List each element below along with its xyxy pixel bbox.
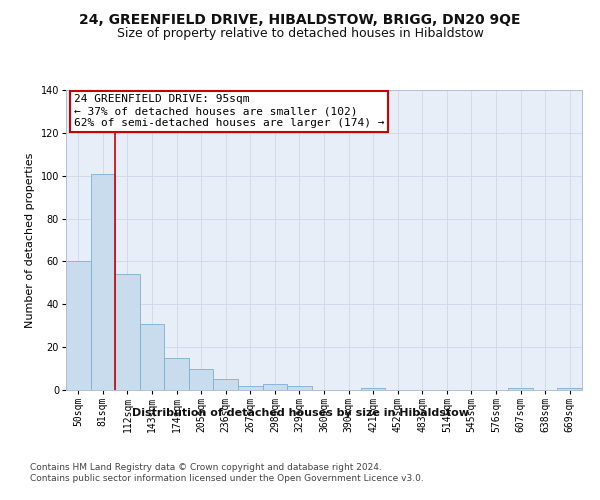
- Text: 24 GREENFIELD DRIVE: 95sqm
← 37% of detached houses are smaller (102)
62% of sem: 24 GREENFIELD DRIVE: 95sqm ← 37% of deta…: [74, 94, 384, 128]
- Text: 24, GREENFIELD DRIVE, HIBALDSTOW, BRIGG, DN20 9QE: 24, GREENFIELD DRIVE, HIBALDSTOW, BRIGG,…: [79, 12, 521, 26]
- Bar: [91, 174, 115, 390]
- Text: Size of property relative to detached houses in Hibaldstow: Size of property relative to detached ho…: [116, 28, 484, 40]
- Bar: [238, 386, 263, 390]
- Bar: [214, 380, 238, 390]
- Bar: [508, 388, 533, 390]
- Text: Distribution of detached houses by size in Hibaldstow: Distribution of detached houses by size …: [131, 408, 469, 418]
- Text: Contains HM Land Registry data © Crown copyright and database right 2024.
Contai: Contains HM Land Registry data © Crown c…: [30, 462, 424, 483]
- Bar: [66, 262, 91, 390]
- Y-axis label: Number of detached properties: Number of detached properties: [25, 152, 35, 328]
- Bar: [263, 384, 287, 390]
- Bar: [140, 324, 164, 390]
- Bar: [287, 386, 312, 390]
- Bar: [361, 388, 385, 390]
- Bar: [189, 368, 214, 390]
- Bar: [164, 358, 189, 390]
- Bar: [115, 274, 140, 390]
- Bar: [557, 388, 582, 390]
